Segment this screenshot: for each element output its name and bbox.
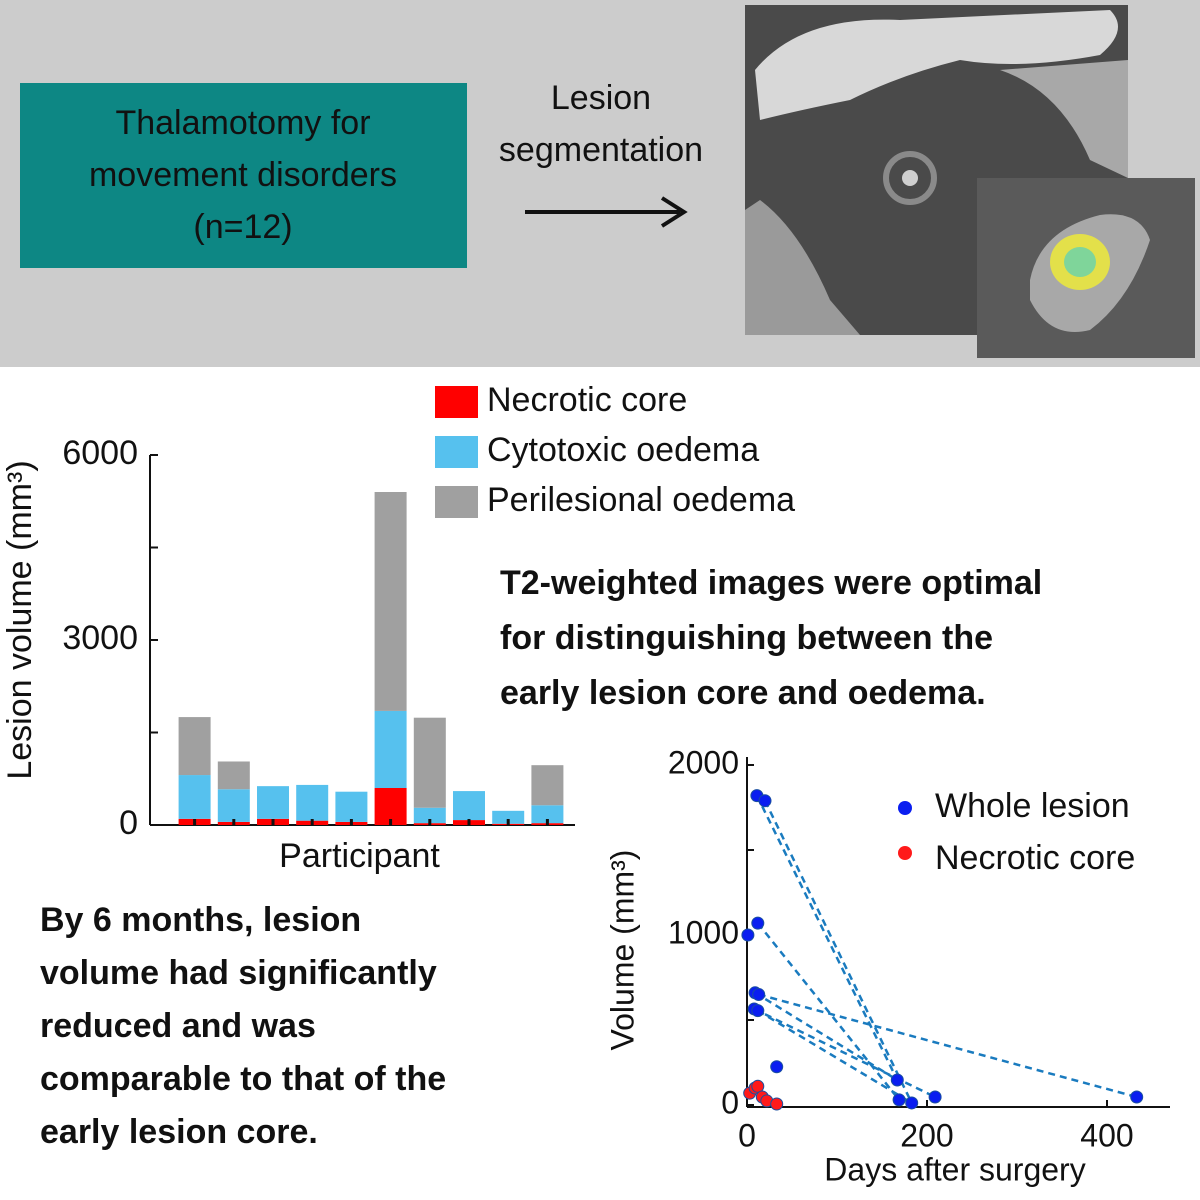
connector-line <box>755 795 899 1081</box>
connector-line <box>758 993 1138 1099</box>
arrow-head <box>660 196 688 228</box>
legend-swatch <box>435 436 478 468</box>
point <box>770 1097 784 1111</box>
y-axis-label: Lesion volume (mm³) <box>1 460 39 779</box>
bar-segment <box>531 765 564 806</box>
legend-swatch <box>435 386 478 418</box>
bar-segment <box>413 717 446 808</box>
bar-segment <box>374 492 407 711</box>
cohort-box <box>20 83 467 268</box>
connector-line <box>756 922 901 1101</box>
box-text: (n=12) <box>193 208 292 246</box>
mri-tissue <box>1000 60 1128 178</box>
bar-segment <box>257 786 289 819</box>
y-axis-label: Volume (mm³) <box>604 850 640 1051</box>
y-tick-label: 2000 <box>668 744 739 780</box>
connector-line <box>763 800 913 1104</box>
box-text: movement disorders <box>89 156 397 194</box>
x-tick-label: 0 <box>738 1117 756 1153</box>
x-tick-label: 200 <box>900 1117 953 1153</box>
bar-segment <box>413 807 446 824</box>
legend-label: Perilesional oedema <box>487 481 795 519</box>
legend-label: Necrotic core <box>487 381 687 419</box>
legend-label: Whole lesion <box>935 787 1130 825</box>
legend-marker <box>898 846 912 860</box>
point <box>751 1079 765 1093</box>
arrow-label: Lesion <box>551 79 651 117</box>
point <box>892 1093 906 1107</box>
point <box>752 988 766 1001</box>
bar-segment <box>217 761 250 790</box>
mri-tissue <box>745 200 860 335</box>
legend-swatch <box>435 486 478 518</box>
inset-core <box>1064 247 1096 277</box>
bar-segment <box>217 789 250 822</box>
x-axis-label: Days after surgery <box>824 1151 1085 1187</box>
y-tick-label: 3000 <box>62 619 138 657</box>
mri-feature <box>883 151 937 205</box>
bar-segment <box>178 775 211 819</box>
connector-line <box>757 1009 913 1105</box>
finding-text: early lesion core. <box>40 1113 318 1151</box>
legend-label: Cytotoxic oedema <box>487 431 759 469</box>
box-text: Thalamotomy for <box>115 104 370 142</box>
bar-segment <box>374 710 407 788</box>
point <box>751 916 765 930</box>
bar-segment <box>296 784 329 821</box>
y-tick-label: 1000 <box>668 914 739 950</box>
finding-text: comparable to that of the <box>40 1060 446 1098</box>
finding-text: reduced and was <box>40 1007 316 1045</box>
legend-marker <box>898 801 912 815</box>
point <box>758 794 772 808</box>
finding-text: early lesion core and oedema. <box>500 674 986 712</box>
y-tick-label: 0 <box>721 1084 739 1120</box>
point <box>928 1090 942 1104</box>
bar-segment <box>531 805 564 824</box>
x-axis-label: Participant <box>279 837 440 875</box>
finding-text: T2-weighted images were optimal <box>500 564 1042 602</box>
point <box>1130 1090 1144 1104</box>
legend-label: Necrotic core <box>935 839 1135 877</box>
point <box>905 1096 919 1110</box>
mri-image <box>745 5 1195 358</box>
mri-feature <box>902 170 918 186</box>
bar-segment <box>374 788 407 825</box>
finding-text: for distinguishing between the <box>500 619 993 657</box>
point <box>770 1060 784 1074</box>
bar-segment <box>492 810 525 824</box>
connector-line <box>754 991 898 1082</box>
bar-segment <box>178 717 211 776</box>
connector-line <box>753 1007 936 1099</box>
x-tick-label: 400 <box>1080 1117 1133 1153</box>
mri-tissue <box>755 10 1118 120</box>
bar-segment <box>453 791 485 821</box>
finding-text: volume had significantly <box>40 954 437 992</box>
point <box>890 1073 904 1087</box>
bar-segment <box>335 791 368 822</box>
y-tick-label: 0 <box>119 804 138 842</box>
finding-text: By 6 months, lesion <box>40 901 361 939</box>
y-tick-label: 6000 <box>62 434 138 472</box>
arrow-label: segmentation <box>499 131 703 169</box>
point <box>751 1004 765 1018</box>
point <box>741 928 755 942</box>
